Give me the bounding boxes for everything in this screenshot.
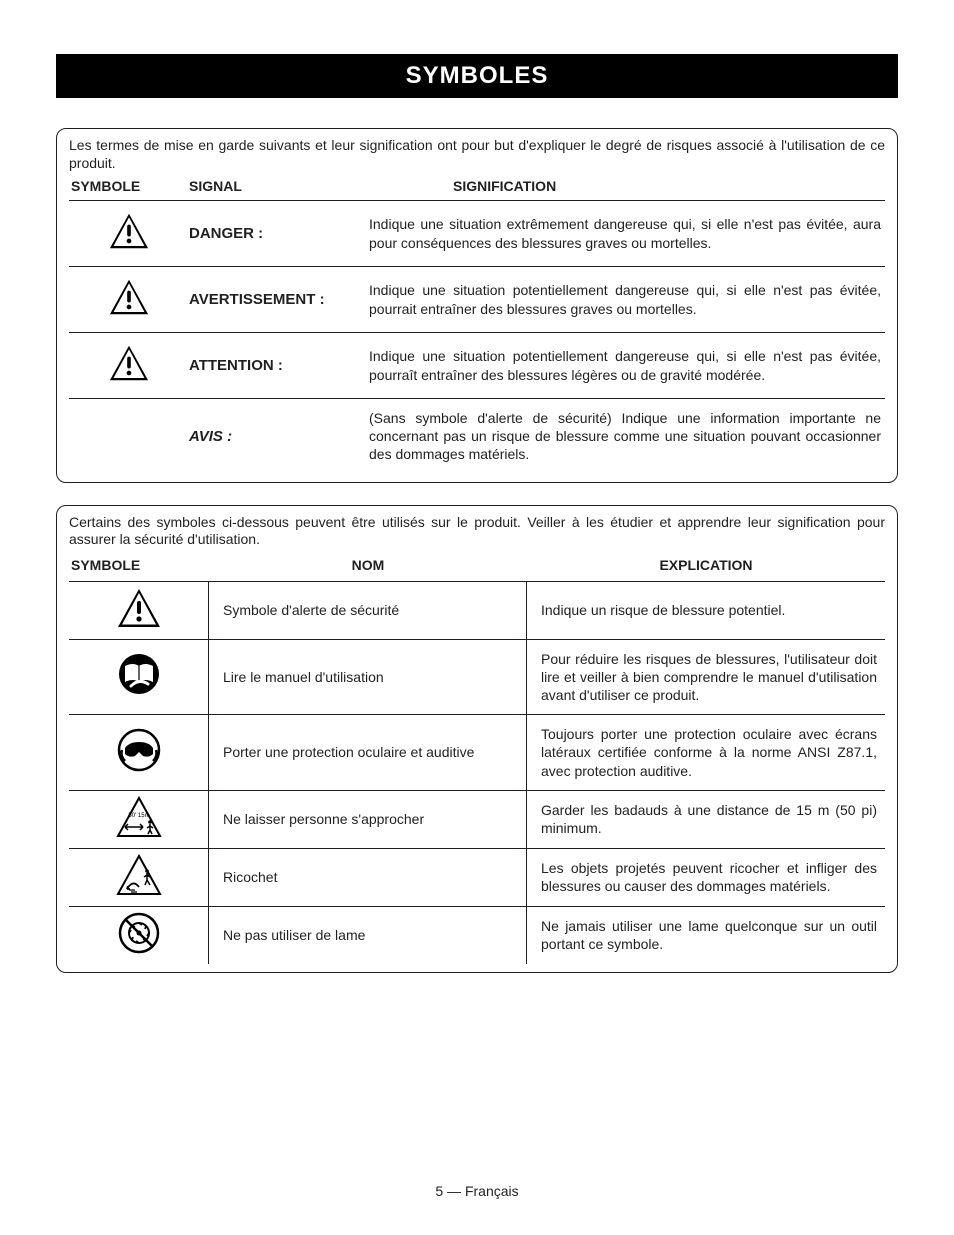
alert-triangle-icon (106, 277, 152, 322)
panel2-header-nom: NOM (209, 557, 527, 573)
symbol-name: Porter une protection oculaire et auditi… (209, 715, 527, 790)
symbol-row: Symbole d'alerte de sécuritéIndique un r… (69, 581, 885, 639)
symbol-name: Ne laisser personne s'approcher (209, 791, 527, 848)
symbol-explanation: Ne jamais utiliser une lame quelconque s… (527, 907, 885, 964)
signal-label: AVIS : (189, 428, 369, 445)
panel2-header-explication: EXPLICATION (527, 557, 885, 573)
symbol-row-icon-cell (69, 791, 209, 848)
panel1-header-symbole: SYMBOLE (69, 178, 189, 194)
panel1-header-signal: SIGNAL (189, 178, 369, 194)
symbol-name: Ne pas utiliser de lame (209, 907, 527, 964)
product-symbols-panel: Certains des symboles ci-dessous peuvent… (56, 505, 898, 973)
panel1-rows: DANGER :Indique une situation extrêmemen… (69, 200, 885, 474)
symbol-row-icon-cell (69, 640, 209, 715)
page-footer: 5 — Français (0, 1183, 954, 1199)
symbol-row-icon-cell (69, 582, 209, 639)
symbol-name: Ricochet (209, 849, 527, 906)
symbol-row: Ne laisser personne s'approcherGarder le… (69, 790, 885, 848)
panel1-header-row: SYMBOLE SIGNAL SIGNIFICATION (69, 176, 885, 200)
panel2-intro: Certains des symboles ci-dessous peuvent… (69, 514, 885, 549)
signal-description: Indique une situation potentiellement da… (369, 347, 885, 383)
signal-description: Indique une situation extrêmement danger… (369, 215, 885, 251)
symbol-row-icon-cell (69, 849, 209, 906)
signal-label: DANGER : (189, 225, 369, 242)
page: SYMBOLES Les termes de mise en garde sui… (0, 0, 954, 1235)
signal-row: AVIS :(Sans symbole d'alerte de sécurité… (69, 398, 885, 474)
panel2-rows: Symbole d'alerte de sécuritéIndique un r… (69, 581, 885, 964)
symbol-row: Lire le manuel d'utilisationPour réduire… (69, 639, 885, 715)
panel1-intro: Les termes de mise en garde suivants et … (69, 137, 885, 172)
read-manual-icon (115, 652, 163, 701)
symbol-row: RicochetLes objets projetés peuvent rico… (69, 848, 885, 906)
signal-row: AVERTISSEMENT :Indique une situation pot… (69, 266, 885, 332)
symbol-name: Symbole d'alerte de sécurité (209, 582, 527, 639)
symbol-name: Lire le manuel d'utilisation (209, 640, 527, 715)
signal-terms-panel: Les termes de mise en garde suivants et … (56, 128, 898, 483)
symbol-row-icon-cell (69, 715, 209, 790)
signal-row: DANGER :Indique une situation extrêmemen… (69, 200, 885, 266)
panel1-header-signification: SIGNIFICATION (369, 178, 885, 194)
symbol-row: Ne pas utiliser de lameNe jamais utilise… (69, 906, 885, 964)
signal-row: ATTENTION :Indique une situation potenti… (69, 332, 885, 398)
alert-triangle-icon (106, 211, 152, 256)
signal-description: (Sans symbole d'alerte de sécurité) Indi… (369, 409, 885, 464)
symbol-row: Porter une protection oculaire et auditi… (69, 714, 885, 790)
signal-description: Indique une situation potentiellement da… (369, 281, 885, 317)
symbol-row-icon-cell (69, 907, 209, 964)
signal-row-icon-cell (69, 211, 189, 256)
no-blade-icon (115, 911, 163, 960)
ricochet-icon (115, 853, 163, 902)
signal-label: AVERTISSEMENT : (189, 291, 369, 308)
symbol-explanation: Garder les badauds à une distance de 15 … (527, 791, 885, 848)
symbol-explanation: Les objets projetés peuvent ricocher et … (527, 849, 885, 906)
panel2-header-symbole: SYMBOLE (69, 557, 209, 573)
alert-triangle-icon (106, 343, 152, 388)
symbol-explanation: Pour réduire les risques de blessures, l… (527, 640, 885, 715)
panel2-header-row: SYMBOLE NOM EXPLICATION (69, 553, 885, 581)
keep-away-icon (115, 795, 163, 844)
signal-label: ATTENTION : (189, 357, 369, 374)
page-title: SYMBOLES (56, 54, 898, 98)
symbol-explanation: Toujours porter une protection oculaire … (527, 715, 885, 790)
eye-ear-protection-icon (115, 728, 163, 777)
signal-row-icon-cell (69, 343, 189, 388)
signal-row-icon-cell (69, 277, 189, 322)
alert-triangle-icon (115, 586, 163, 635)
symbol-explanation: Indique un risque de blessure potentiel. (527, 582, 885, 639)
